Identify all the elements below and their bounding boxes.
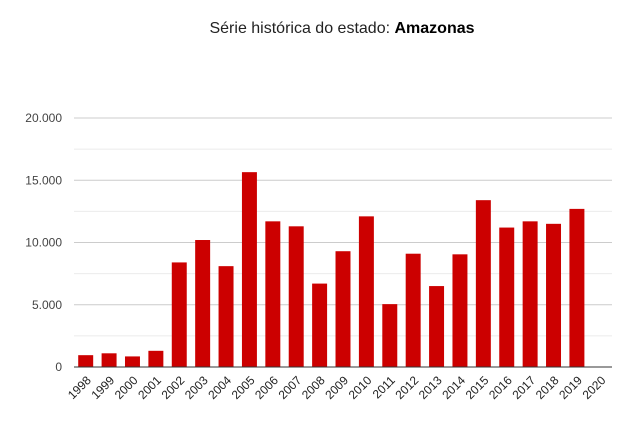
- x-tick-label: 2005: [229, 373, 258, 402]
- x-tick-label: 2019: [556, 373, 585, 402]
- bar-2006[interactable]: [265, 221, 281, 367]
- x-tick-label: 2002: [159, 373, 188, 402]
- x-tick-label: 2003: [182, 373, 211, 402]
- x-tick-label: 2014: [439, 373, 468, 402]
- bar-2014[interactable]: [452, 254, 468, 367]
- x-tick-label: 2018: [533, 373, 562, 402]
- x-tick-label: 2015: [463, 373, 492, 402]
- x-tick-label: 2016: [486, 373, 515, 402]
- x-tick-label: 2012: [393, 373, 422, 402]
- bar-2000[interactable]: [124, 356, 140, 367]
- x-tick-label: 2010: [346, 373, 375, 402]
- bar-2008[interactable]: [312, 283, 328, 367]
- chart-title: Série histórica do estado: Amazonas: [0, 20, 640, 38]
- bar-2002[interactable]: [171, 262, 187, 367]
- y-tick-label: 5.000: [32, 298, 62, 312]
- x-tick-label: 2004: [205, 373, 234, 402]
- bar-1998[interactable]: [78, 355, 94, 367]
- bar-2018[interactable]: [546, 223, 562, 367]
- x-tick-label: 2009: [322, 373, 351, 402]
- x-tick-label: 2006: [252, 373, 281, 402]
- y-axis-ticks: 0 5.000 10.000 15.000 20.000: [25, 111, 62, 374]
- bar-2019[interactable]: [569, 208, 585, 367]
- x-tick-label: 1998: [65, 373, 94, 402]
- bar-2007[interactable]: [288, 226, 304, 367]
- bars: [78, 172, 585, 367]
- x-tick-label: 2017: [509, 373, 538, 402]
- bar-2017[interactable]: [522, 221, 538, 367]
- bar-2001[interactable]: [148, 350, 164, 367]
- x-tick-label: 1999: [88, 373, 117, 402]
- x-tick-label: 2007: [276, 373, 305, 402]
- gridlines: [74, 117, 612, 337]
- bar-1999[interactable]: [101, 353, 117, 367]
- y-tick-label: 15.000: [25, 173, 62, 187]
- x-tick-label: 2008: [299, 373, 328, 402]
- x-tick-label: 2013: [416, 373, 445, 402]
- chart-title-prefix: Série histórica do estado:: [209, 20, 395, 37]
- x-tick-label: 2001: [135, 373, 164, 402]
- x-tick-label: 2000: [112, 373, 141, 402]
- bar-2012[interactable]: [405, 253, 421, 367]
- bar-2013[interactable]: [429, 286, 445, 367]
- bar-2011[interactable]: [382, 304, 398, 367]
- y-tick-label: 0: [55, 360, 62, 374]
- bar-2004[interactable]: [218, 266, 234, 367]
- x-axis-ticks: 1998199920002001200220032004200520062007…: [65, 373, 609, 402]
- bar-2016[interactable]: [499, 227, 515, 367]
- bar-2010[interactable]: [358, 216, 374, 367]
- bar-2005[interactable]: [241, 172, 257, 367]
- y-tick-label: 20.000: [25, 111, 62, 125]
- y-tick-label: 10.000: [25, 236, 62, 250]
- bar-2003[interactable]: [195, 240, 211, 367]
- x-tick-label: 2011: [370, 373, 398, 401]
- bar-2009[interactable]: [335, 251, 351, 367]
- bar-2015[interactable]: [475, 200, 491, 367]
- x-tick-label: 2020: [580, 373, 609, 402]
- chart-title-state: Amazonas: [394, 20, 475, 37]
